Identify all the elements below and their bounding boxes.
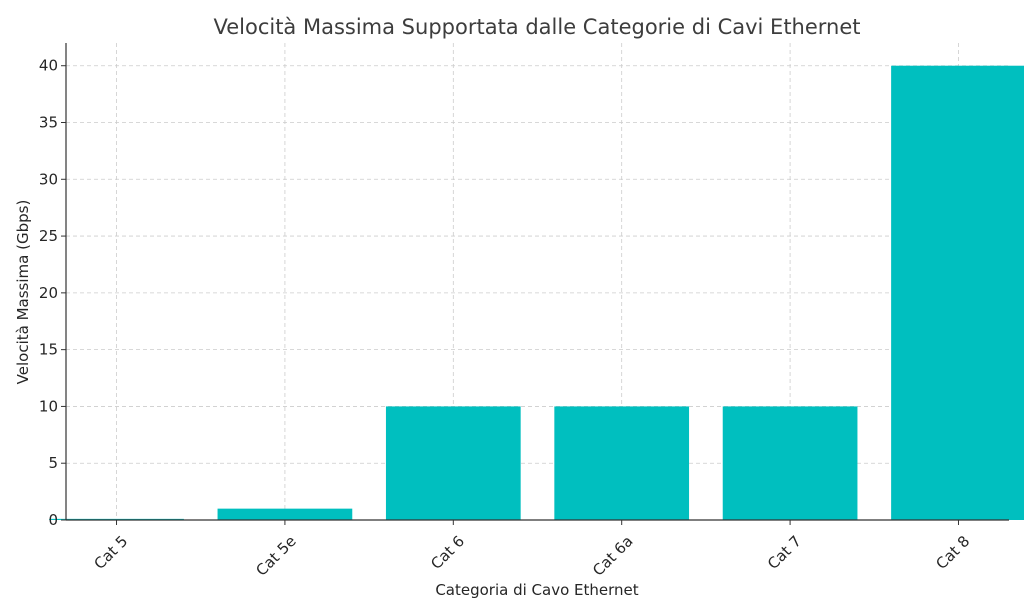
bar — [722, 406, 858, 520]
x-tick-label: Cat 6 — [427, 532, 468, 573]
bar — [385, 406, 521, 520]
y-tick-label: 35 — [39, 114, 58, 132]
x-tick-label: Cat 5e — [252, 532, 299, 579]
y-tick-label: 40 — [39, 57, 58, 75]
grid-layer — [66, 43, 1009, 521]
bar — [217, 508, 353, 520]
y-tick-label: 5 — [48, 454, 58, 472]
y-tick-label: 10 — [39, 397, 58, 415]
bars-layer — [49, 65, 1024, 520]
y-axis-label: Velocità Massima (Gbps) — [14, 200, 32, 385]
y-tick-label: 0 — [48, 511, 58, 529]
y-tick-label: 30 — [39, 170, 58, 188]
x-tick-label: Cat 8 — [932, 532, 973, 573]
x-axis-label: Categoria di Cavo Ethernet — [435, 581, 638, 599]
y-tick-label: 15 — [39, 341, 58, 359]
x-tick-label: Cat 5 — [90, 532, 131, 573]
bar — [554, 406, 690, 520]
chart-title: Velocità Massima Supportata dalle Catego… — [213, 15, 860, 39]
y-tick-label: 20 — [39, 284, 58, 302]
axes-layer — [65, 43, 1009, 521]
x-tick-label: Cat 6a — [589, 532, 636, 579]
x-tick-label: Cat 7 — [764, 532, 805, 573]
y-tick-label: 25 — [39, 227, 58, 245]
bar — [891, 65, 1024, 520]
